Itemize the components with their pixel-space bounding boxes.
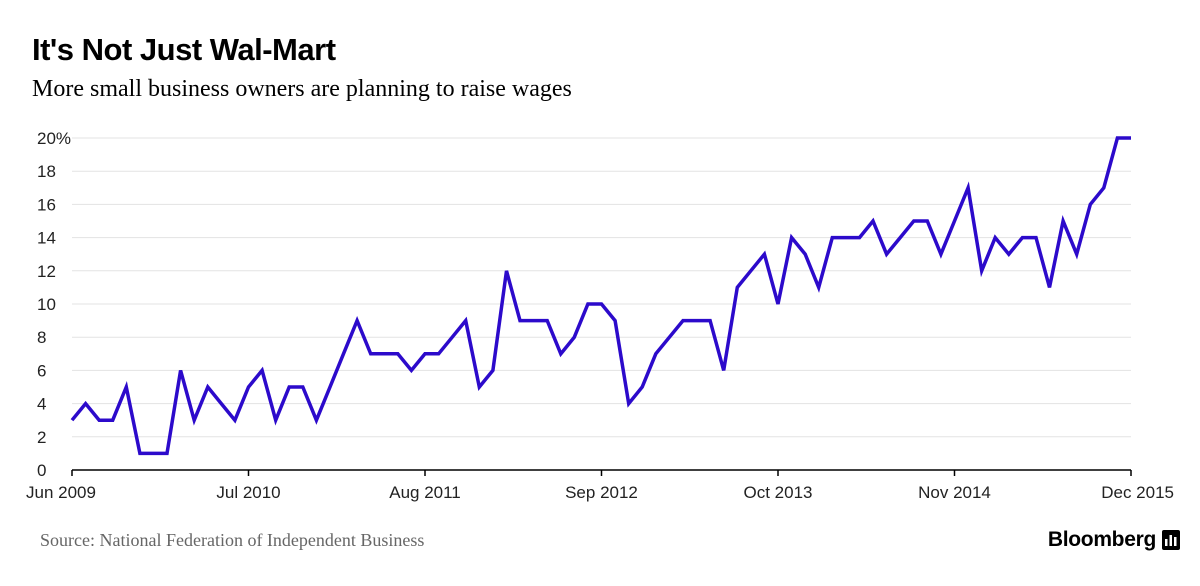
y-tick-label: 4 bbox=[37, 395, 46, 414]
y-tick-label: 6 bbox=[37, 361, 46, 380]
x-axis: Jun 2009 Jul 2010 Aug 2011 Sep 2012 Oct 2013… bbox=[26, 469, 1174, 502]
y-tick-label: 18 bbox=[37, 162, 56, 181]
x-tick-label: Jul 2010 bbox=[216, 483, 280, 502]
x-tick-label: Sep 2012 bbox=[565, 483, 638, 502]
y-tick-label: 8 bbox=[37, 328, 46, 347]
x-tick-label: Jun 2009 bbox=[26, 483, 96, 502]
source-note: Source: National Federation of Independe… bbox=[40, 530, 425, 550]
brand-logo: Bloomberg bbox=[1048, 528, 1180, 552]
y-axis-ticks: 0 2 4 6 8 10 12 14 16 18 20% bbox=[37, 129, 71, 480]
chart-title: It's Not Just Wal-Mart bbox=[32, 32, 336, 67]
x-tick-label: Oct 2013 bbox=[744, 483, 813, 502]
y-tick-label: 14 bbox=[37, 229, 56, 248]
y-tick-label: 2 bbox=[37, 428, 46, 447]
y-tick-label: 16 bbox=[37, 195, 56, 214]
y-tick-label: 20% bbox=[37, 129, 71, 148]
chart-subtitle: More small business owners are planning … bbox=[32, 76, 572, 102]
series-line bbox=[70, 136, 1131, 456]
gridlines bbox=[72, 137, 1131, 438]
x-tick-label: Nov 2014 bbox=[918, 483, 991, 502]
y-tick-label: 0 bbox=[37, 461, 46, 480]
series-group bbox=[70, 136, 1132, 456]
x-tick-label: Aug 2011 bbox=[389, 483, 461, 502]
bloomberg-terminal-icon bbox=[1162, 530, 1180, 550]
y-tick-label: 12 bbox=[37, 262, 56, 281]
x-tick-label: Dec 2015 bbox=[1101, 483, 1174, 502]
brand-name: Bloomberg bbox=[1047, 528, 1156, 551]
y-tick-label: 10 bbox=[37, 295, 56, 314]
